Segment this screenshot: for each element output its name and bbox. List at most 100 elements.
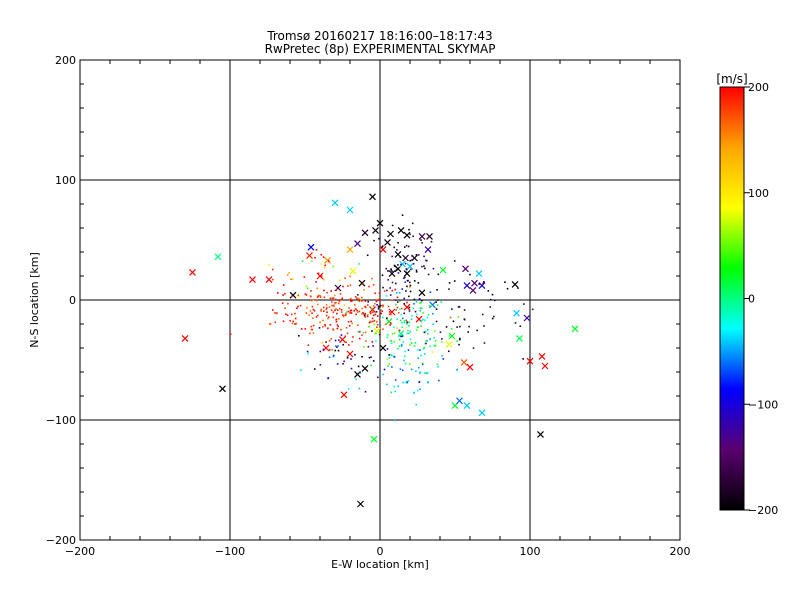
- data-point-cross: [397, 226, 405, 234]
- data-point-dot: [366, 315, 369, 318]
- data-point-dot: [359, 330, 361, 333]
- data-point-dot: [409, 233, 411, 236]
- data-point-cross: [357, 500, 364, 508]
- data-point-dot: [340, 311, 343, 313]
- data-point-dot: [342, 285, 344, 288]
- data-point-dot: [328, 306, 331, 308]
- data-point-dot: [372, 284, 375, 286]
- data-point-cross: [384, 238, 391, 246]
- data-point-dot: [390, 340, 393, 342]
- data-point-dot: [352, 336, 354, 338]
- data-point-dot: [403, 355, 406, 358]
- data-point-dot: [398, 300, 401, 303]
- data-point-dot: [409, 290, 412, 293]
- data-point-dot: [401, 333, 404, 336]
- data-point-dot: [337, 345, 339, 347]
- data-point-dot: [377, 305, 380, 307]
- data-point-dot: [375, 340, 377, 343]
- data-point-dot: [374, 292, 376, 295]
- data-point-dot: [365, 306, 367, 309]
- data-point-cross: [403, 231, 411, 239]
- data-point-dot: [531, 308, 534, 311]
- data-point-dot: [433, 344, 436, 347]
- data-point-dot: [343, 360, 345, 363]
- data-point-dot: [399, 319, 402, 322]
- data-point-dot: [285, 313, 287, 316]
- data-point-dot: [320, 275, 323, 277]
- data-point-dot: [313, 309, 316, 312]
- data-point-cross: [463, 402, 471, 410]
- data-point-dot: [346, 332, 349, 335]
- data-point-dot: [404, 362, 407, 365]
- data-point-dot: [291, 278, 294, 281]
- data-point-dot: [382, 316, 384, 319]
- data-point-dot: [307, 344, 310, 347]
- data-point-dot: [408, 363, 411, 365]
- data-point-dot: [456, 368, 459, 371]
- data-point-dot: [463, 309, 466, 311]
- data-point-dot: [437, 366, 439, 368]
- data-point-dot: [391, 289, 394, 292]
- data-point-dot: [369, 320, 372, 323]
- data-point-dot: [431, 351, 434, 354]
- colorbar-ticks: 200 100 0 −100 −200: [744, 81, 778, 517]
- data-point-dot: [297, 294, 300, 297]
- data-point-dot: [338, 339, 340, 341]
- data-point-dot: [338, 279, 341, 282]
- data-point-dot: [343, 304, 346, 306]
- data-point-dot: [482, 282, 485, 285]
- data-point-dot: [397, 264, 399, 266]
- data-point-cross: [516, 334, 523, 342]
- data-point-dot: [319, 321, 321, 324]
- data-point-dot: [397, 241, 399, 244]
- data-point-dot: [420, 321, 423, 323]
- data-point-dot: [393, 385, 396, 388]
- data-point-dot: [368, 285, 370, 288]
- data-point-cross: [523, 314, 531, 322]
- data-point-dot: [376, 326, 378, 328]
- data-point-dot: [370, 356, 372, 358]
- data-point-dot: [398, 311, 400, 314]
- data-point-dot: [393, 340, 396, 343]
- data-point-dot: [442, 358, 445, 360]
- data-point-dot: [335, 301, 338, 304]
- axis-ticks: [79, 59, 681, 541]
- data-point-dot: [409, 284, 412, 287]
- data-point-cross: [361, 364, 369, 372]
- data-point-cross: [289, 291, 297, 299]
- data-point-dot: [417, 282, 420, 284]
- data-point-dot: [481, 313, 484, 316]
- data-point-dot: [403, 321, 406, 324]
- colorbar: [719, 86, 745, 511]
- data-point-dot: [469, 273, 471, 276]
- data-point-dot: [328, 316, 330, 319]
- data-point-dot: [372, 360, 375, 362]
- data-point-cross: [354, 370, 361, 378]
- data-point-dot: [310, 325, 313, 328]
- data-point-dot: [354, 353, 356, 356]
- data-point-dot: [327, 377, 329, 380]
- data-point-dot: [332, 354, 335, 357]
- data-point-dot: [324, 323, 326, 326]
- data-point-dot: [383, 290, 386, 292]
- data-point-dot: [320, 253, 323, 256]
- data-point-dot: [330, 301, 333, 303]
- colorbar-tick-label: −200: [748, 504, 778, 517]
- data-point-dot: [340, 329, 342, 331]
- data-point-dot: [338, 318, 340, 320]
- data-point-dot: [433, 336, 435, 339]
- data-point-dot: [350, 312, 353, 314]
- data-point-dot: [300, 328, 303, 330]
- data-point-dot: [348, 344, 350, 346]
- data-point-dot: [374, 302, 376, 305]
- data-point-dot: [419, 371, 422, 373]
- data-point-cross: [462, 265, 469, 273]
- data-point-dot: [321, 341, 324, 344]
- data-point-dot: [453, 280, 456, 282]
- data-point-dot: [334, 298, 337, 301]
- data-point-dot: [412, 307, 415, 310]
- data-point-cross: [439, 266, 447, 274]
- data-point-dot: [298, 335, 300, 337]
- data-point-dot: [268, 322, 271, 325]
- data-point-dot: [311, 312, 313, 315]
